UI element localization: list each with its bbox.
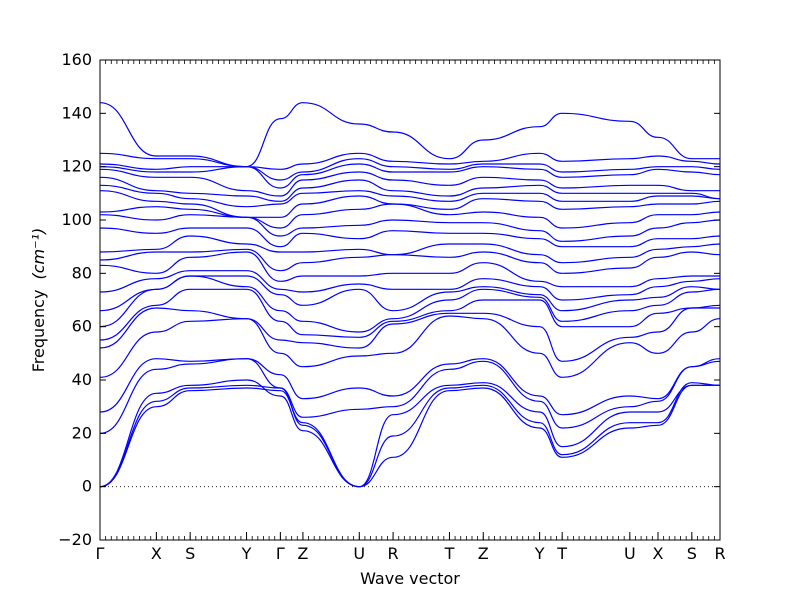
x-tick-label: U (624, 544, 636, 563)
band-line-13 (99, 248, 721, 274)
y-axis-label: Frequency (cm⁻¹) (29, 228, 48, 372)
band-line-15 (99, 227, 721, 248)
y-tick-label: 100 (61, 210, 92, 229)
y-axis-unit: (cm⁻¹) (29, 228, 48, 280)
x-tick-label: T (556, 544, 567, 563)
y-tick-label: 60 (72, 317, 92, 336)
x-tick-label: Z (478, 544, 489, 563)
band-line-19 (99, 184, 721, 208)
x-tick-label: X (653, 544, 664, 563)
x-tick-label: Γ (96, 544, 105, 563)
band-line-21 (99, 168, 721, 197)
band-line-12 (99, 251, 720, 288)
band-line-25 (99, 102, 720, 168)
x-tick-label: Y (534, 544, 545, 563)
plot-background (100, 60, 720, 540)
y-tick-label: 140 (61, 103, 92, 122)
y-tick-label: 80 (72, 263, 92, 282)
band-line-7 (99, 307, 720, 362)
y-tick-label: 120 (61, 157, 92, 176)
band-line-20 (99, 176, 721, 202)
band-lines (99, 102, 721, 488)
band-line-10 (99, 275, 721, 312)
x-tick-label: Γ (276, 544, 285, 563)
band-line-16 (99, 214, 721, 242)
band-line-8 (99, 288, 721, 341)
band-line-18 (99, 190, 721, 218)
band-line-3 (99, 379, 720, 488)
band-line-1 (99, 384, 720, 488)
band-line-11 (99, 270, 721, 301)
y-tick-label: −20 (58, 530, 92, 549)
x-tick-label: R (714, 544, 725, 563)
y-axis-label-text: Frequency (29, 290, 48, 373)
x-tick-label: S (687, 544, 697, 563)
y-tick-label: 40 (72, 370, 92, 389)
band-line-6 (99, 315, 721, 378)
y-axis-ticks: −20 0 20 40 60 80 100 120 140 160 (58, 50, 720, 549)
band-line-22 (99, 163, 721, 189)
band-line-5 (99, 358, 721, 416)
plot-area (100, 60, 720, 540)
x-tick-label: Z (297, 544, 308, 563)
band-line-23 (99, 158, 721, 181)
y-tick-label: 20 (72, 423, 92, 442)
band-line-24 (99, 152, 721, 170)
x-tick-label: U (353, 544, 365, 563)
y-tick-label: 0 (82, 477, 92, 496)
band-line-14 (99, 235, 721, 264)
band-line-2 (99, 382, 721, 488)
x-axis-label: Wave vector (360, 569, 460, 588)
x-tick-label: Y (241, 544, 252, 563)
band-line-4 (99, 358, 721, 434)
band-line-17 (99, 203, 721, 229)
y-tick-label: 160 (61, 50, 92, 69)
x-tick-label: S (185, 544, 195, 563)
x-tick-label: T (444, 544, 455, 563)
x-tick-label: R (388, 544, 399, 563)
band-line-9 (99, 275, 721, 333)
x-tick-label: X (151, 544, 162, 563)
